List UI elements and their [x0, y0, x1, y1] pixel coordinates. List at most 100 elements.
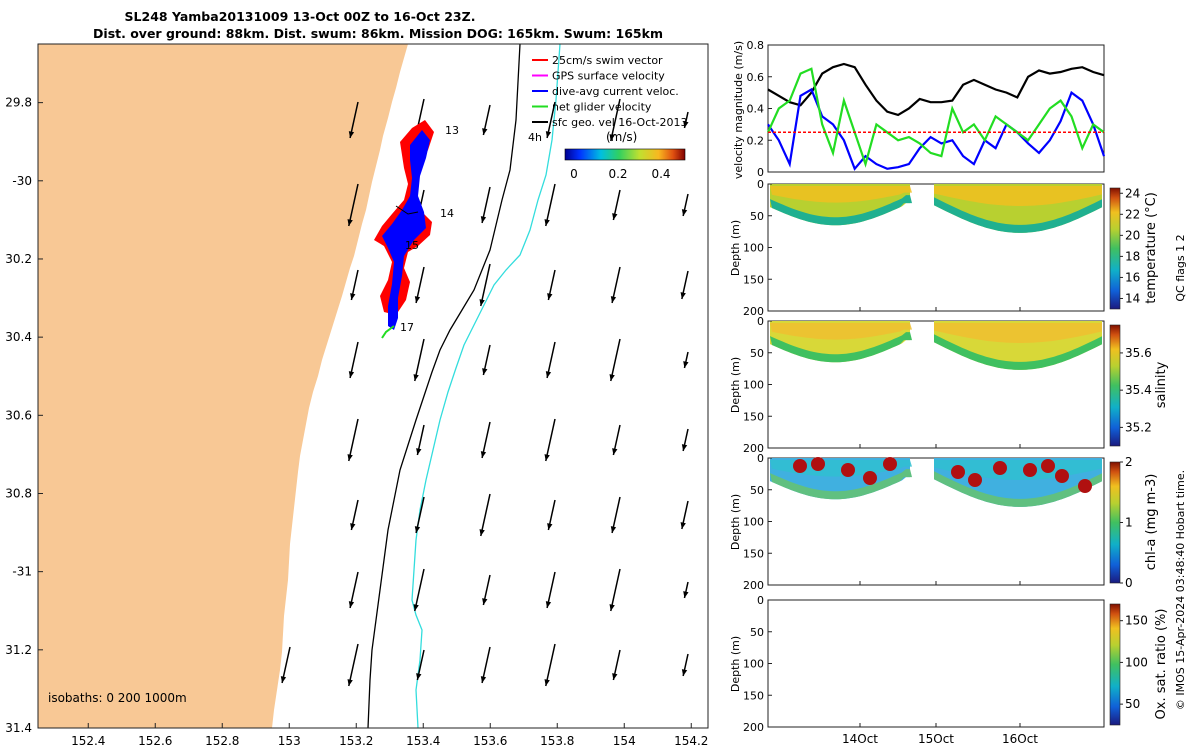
- chl-maximum-spot: [968, 473, 982, 487]
- section-ytick-label: 100: [743, 658, 764, 671]
- chlorophyll-colorbar-label: chl-a (mg m-3): [1144, 474, 1159, 571]
- velocity-vector: [545, 418, 556, 462]
- section-ytick-label: 200: [743, 721, 764, 734]
- time-tick-14oct: 14Oct: [842, 732, 878, 746]
- time-tick-15oct: 15Oct: [918, 732, 954, 746]
- day-label-13: 13: [445, 124, 459, 137]
- map-ytick-label: 30.8: [5, 486, 32, 500]
- isobath-1000m: [411, 44, 561, 728]
- map-xtick-label: 152.6: [138, 734, 172, 748]
- velocity-frame: [767, 44, 1105, 173]
- map-ytick-label: -30: [12, 174, 32, 188]
- chl-maximum-spot: [1055, 469, 1069, 483]
- velocity-vector: [545, 183, 556, 227]
- map-y-axis: 29.8 -30 30.2 30.4 30.6 30.8 -31 31.2 31.4: [5, 96, 43, 735]
- chl-maximum-spot: [883, 457, 897, 471]
- chlorophyll-panel: 0 50 100 150 200 2 1 0 Depth (m) chl-a (mg m-3): [729, 452, 1159, 592]
- colorbar-tick-label: 14: [1125, 291, 1140, 305]
- speed-colorbar-label: (m/s): [606, 130, 637, 144]
- velocity-series-line: [766, 67, 1105, 168]
- oxygen-ylabel: Depth (m): [729, 636, 742, 692]
- map-xtick-label: 153.4: [406, 734, 440, 748]
- velocity-vector: [348, 183, 359, 227]
- section-deep-layer: [934, 334, 1102, 370]
- velocity-vector-head: [347, 679, 353, 686]
- velocity-vector: [348, 643, 359, 687]
- velocity-vector-head: [544, 679, 550, 686]
- speed-colorbar: (m/s) 0 0.2 0.4: [564, 130, 686, 181]
- section-colorbar: [1109, 461, 1121, 584]
- velocity-ytick-label: 0: [757, 166, 764, 179]
- velocity-vector-head: [610, 526, 617, 533]
- velocity-vector-head: [612, 448, 618, 455]
- map-ytick-label: 30.6: [5, 408, 32, 422]
- map-xtick-label: 154.2: [674, 734, 708, 748]
- velocity-vector-head: [545, 131, 552, 138]
- velocity-vector-head: [683, 591, 689, 598]
- section-ytick-label: 0: [757, 178, 764, 191]
- chl-maximum-spot: [993, 461, 1007, 475]
- day-label-15: 15: [405, 239, 419, 252]
- section-colorbar: [1109, 324, 1121, 447]
- section-ytick-label: 50: [750, 347, 764, 360]
- velocity-vector: [610, 98, 621, 142]
- colorbar-tick-label: 0: [1125, 576, 1133, 590]
- colorbar-tick-label: 35.4: [1125, 383, 1152, 397]
- velocity-vector-head: [348, 131, 355, 138]
- section-frame: [767, 599, 1105, 728]
- velocity-y-axis: 0 0.2 0.4 0.6 0.8: [747, 39, 772, 179]
- section-upper-layer: [934, 186, 1102, 206]
- colorbar-tick-label: 18: [1125, 249, 1140, 263]
- colorbar-tick-label: 1: [1125, 516, 1133, 530]
- map-xtick-label: 153: [278, 734, 301, 748]
- map-ytick-label: 29.8: [5, 96, 32, 110]
- temperature-ylabel: Depth (m): [729, 220, 742, 276]
- velocity-vector: [480, 263, 491, 307]
- velocity-series: [766, 62, 1106, 171]
- chl-maximum-spot: [1023, 463, 1037, 477]
- velocity-vector-head: [482, 128, 488, 135]
- velocity-vector: [348, 418, 359, 462]
- velocity-vector-head: [681, 209, 688, 216]
- section-ytick-label: 100: [743, 379, 764, 392]
- section-ytick-label: 0: [757, 315, 764, 328]
- velocity-vector-head: [413, 374, 419, 381]
- section-ytick-label: 50: [750, 626, 764, 639]
- map-legend: 25cm/s swim vector GPS surface velocity di…: [532, 54, 688, 129]
- velocity-vector-head: [350, 293, 356, 300]
- glider-track: [374, 120, 434, 339]
- section-deep-layer: [770, 469, 912, 500]
- velocity-vector: [545, 643, 556, 687]
- velocity-ytick-label: 0.8: [747, 39, 765, 52]
- map-xtick-label: 154: [613, 734, 636, 748]
- colorbar-tick-label: 150: [1125, 614, 1148, 628]
- velocity-vector-head: [683, 361, 689, 368]
- velocity-vector-head: [680, 292, 686, 299]
- velocity-vector-head: [348, 601, 355, 608]
- velocity-ytick-label: 0.6: [747, 71, 765, 84]
- map-frame: [37, 43, 709, 729]
- section-ytick-label: 50: [750, 210, 764, 223]
- legend-entry: 25cm/s swim vector: [552, 54, 663, 67]
- velocity-vector-head: [416, 673, 422, 680]
- velocity-vector-head: [612, 673, 618, 680]
- velocity-vector-head: [413, 604, 419, 611]
- chl-maximum-spot: [841, 463, 855, 477]
- map-title-line2: Dist. over ground: 88km. Dist. swum: 86k…: [93, 26, 663, 41]
- oxygen-panel: 0 50 100 150 200 150 100 50 Depth (m) Ox. sat. …: [729, 594, 1169, 734]
- legend-entry: GPS surface velocity: [552, 70, 665, 83]
- section-ytick-label: 150: [743, 273, 764, 286]
- qc-note: QC flags 1 2: [1174, 234, 1187, 301]
- legend-entry: sfc geo. vel 16-Oct-2013: [552, 116, 688, 129]
- velocity-vector-head: [544, 454, 550, 461]
- velocity-vector-head: [479, 529, 485, 536]
- section-ytick-label: 150: [743, 689, 764, 702]
- map-x-axis: 152.4 152.6 152.8 153 153.2 153.4 153.6 153.8 15…: [71, 723, 708, 748]
- velocity-vector-head: [609, 374, 615, 381]
- velocity-vector-head: [610, 296, 617, 303]
- day-label-17: 17: [400, 321, 414, 334]
- velocity-vector-head: [544, 219, 550, 226]
- speed-tick-0.2: 0.2: [608, 167, 627, 181]
- velocity-ytick-label: 0.2: [747, 134, 765, 147]
- map-xtick-label: 153.8: [540, 734, 574, 748]
